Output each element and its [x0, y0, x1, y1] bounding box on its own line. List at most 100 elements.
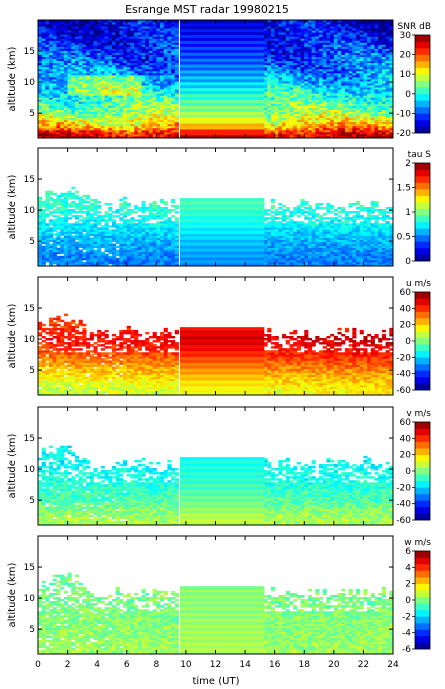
heatmap-cell — [304, 72, 309, 76]
heatmap-cell — [363, 135, 368, 139]
heatmap-cell — [289, 87, 294, 90]
heatmap-cell — [278, 22, 283, 25]
heatmap-cell — [126, 24, 131, 27]
heatmap-cell — [152, 58, 157, 62]
heatmap-cell — [381, 123, 387, 127]
heatmap-cell — [41, 64, 46, 68]
heatmap-cell — [156, 99, 161, 102]
heatmap-cell — [333, 103, 338, 106]
heatmap-cell — [341, 93, 346, 96]
heatmap-cell — [315, 72, 320, 76]
heatmap-cell — [56, 66, 61, 70]
heatmap-cell — [56, 24, 61, 27]
heatmap-cell — [60, 62, 65, 66]
heatmap-cell — [141, 109, 146, 112]
heatmap-cell — [341, 125, 346, 129]
heatmap-cell — [67, 109, 72, 112]
heatmap-cell — [86, 83, 91, 86]
heatmap-cell — [97, 249, 102, 253]
heatmap-cell — [89, 113, 94, 117]
heatmap-cell — [60, 249, 65, 253]
heatmap-cell — [174, 131, 179, 135]
heatmap-cell — [381, 58, 387, 62]
heatmap-cell — [119, 70, 124, 74]
heatmap-cell — [319, 28, 324, 31]
heatmap-cell — [52, 211, 57, 214]
heatmap-cell — [363, 32, 368, 35]
heatmap-cell — [274, 107, 279, 110]
heatmap-cell — [100, 131, 105, 135]
heatmap-cell — [289, 44, 294, 47]
heatmap-cell — [41, 111, 46, 114]
heatmap-cell — [304, 79, 309, 82]
heatmap-cell — [111, 22, 117, 25]
heatmap-cell — [300, 97, 305, 100]
heatmap-cell — [56, 103, 61, 106]
heatmap-cell — [111, 32, 117, 35]
heatmap-cell — [285, 117, 290, 121]
heatmap-cell — [326, 38, 331, 41]
heatmap-cell — [67, 243, 72, 247]
heatmap-cell — [89, 241, 94, 245]
heatmap-cell — [293, 91, 298, 94]
heatmap-cell — [296, 34, 301, 37]
heatmap-cell — [60, 131, 65, 135]
heatmap-cell — [108, 107, 113, 110]
heatmap-cell — [304, 87, 309, 90]
heatmap-cell — [337, 119, 342, 123]
heatmap-cell — [67, 229, 72, 232]
heatmap-cell — [141, 121, 146, 125]
heatmap-cell — [374, 127, 379, 131]
heatmap-cell — [141, 129, 146, 133]
heatmap-cell — [330, 44, 335, 47]
heatmap-cell — [78, 135, 83, 139]
heatmap-cell — [385, 56, 390, 60]
heatmap-cell — [97, 93, 102, 96]
heatmap-cell — [174, 44, 179, 47]
heatmap-cell — [123, 117, 128, 121]
heatmap-cell — [108, 95, 113, 98]
heatmap-cell — [363, 54, 368, 58]
heatmap-cell — [156, 36, 161, 39]
heatmap-cell — [63, 20, 68, 23]
heatmap-cell — [270, 56, 276, 60]
heatmap-cell — [97, 229, 102, 232]
heatmap-cell — [171, 20, 176, 23]
heatmap-cell — [115, 64, 120, 68]
heatmap-cell — [319, 54, 324, 58]
heatmap-cell — [56, 107, 61, 110]
heatmap-cell — [289, 129, 294, 133]
heatmap-cell — [385, 72, 390, 76]
heatmap-cell — [45, 194, 50, 198]
heatmap-cell — [167, 131, 172, 135]
heatmap-cell — [163, 111, 168, 114]
heatmap-cell — [363, 89, 368, 92]
heatmap-cell — [145, 87, 150, 90]
heatmap-cell — [319, 30, 324, 33]
heatmap-cell — [45, 30, 50, 33]
heatmap-cell — [86, 40, 91, 43]
heatmap-cell — [111, 30, 117, 33]
heatmap-cell — [93, 251, 98, 255]
heatmap-cell — [119, 131, 124, 135]
heatmap-cell — [130, 72, 135, 76]
heatmap-cell — [315, 26, 320, 29]
heatmap-cell — [174, 83, 179, 86]
heatmap-cell — [89, 115, 94, 119]
heatmap-cell — [322, 48, 327, 51]
heatmap-cell — [322, 89, 327, 92]
heatmap-cell — [97, 261, 102, 265]
heatmap-cell — [52, 192, 57, 196]
heatmap-cell — [367, 129, 372, 133]
heatmap-cell — [348, 34, 353, 37]
heatmap-cell — [137, 135, 142, 139]
heatmap-cell — [333, 135, 338, 139]
heatmap-cell — [263, 42, 268, 45]
heatmap-cell — [163, 44, 168, 47]
heatmap-cell — [38, 211, 43, 214]
heatmap-cell — [119, 36, 124, 39]
heatmap-cell — [93, 115, 98, 119]
heatmap-cell — [359, 133, 364, 137]
heatmap-cell — [171, 68, 176, 72]
gap-stripe — [180, 64, 265, 68]
